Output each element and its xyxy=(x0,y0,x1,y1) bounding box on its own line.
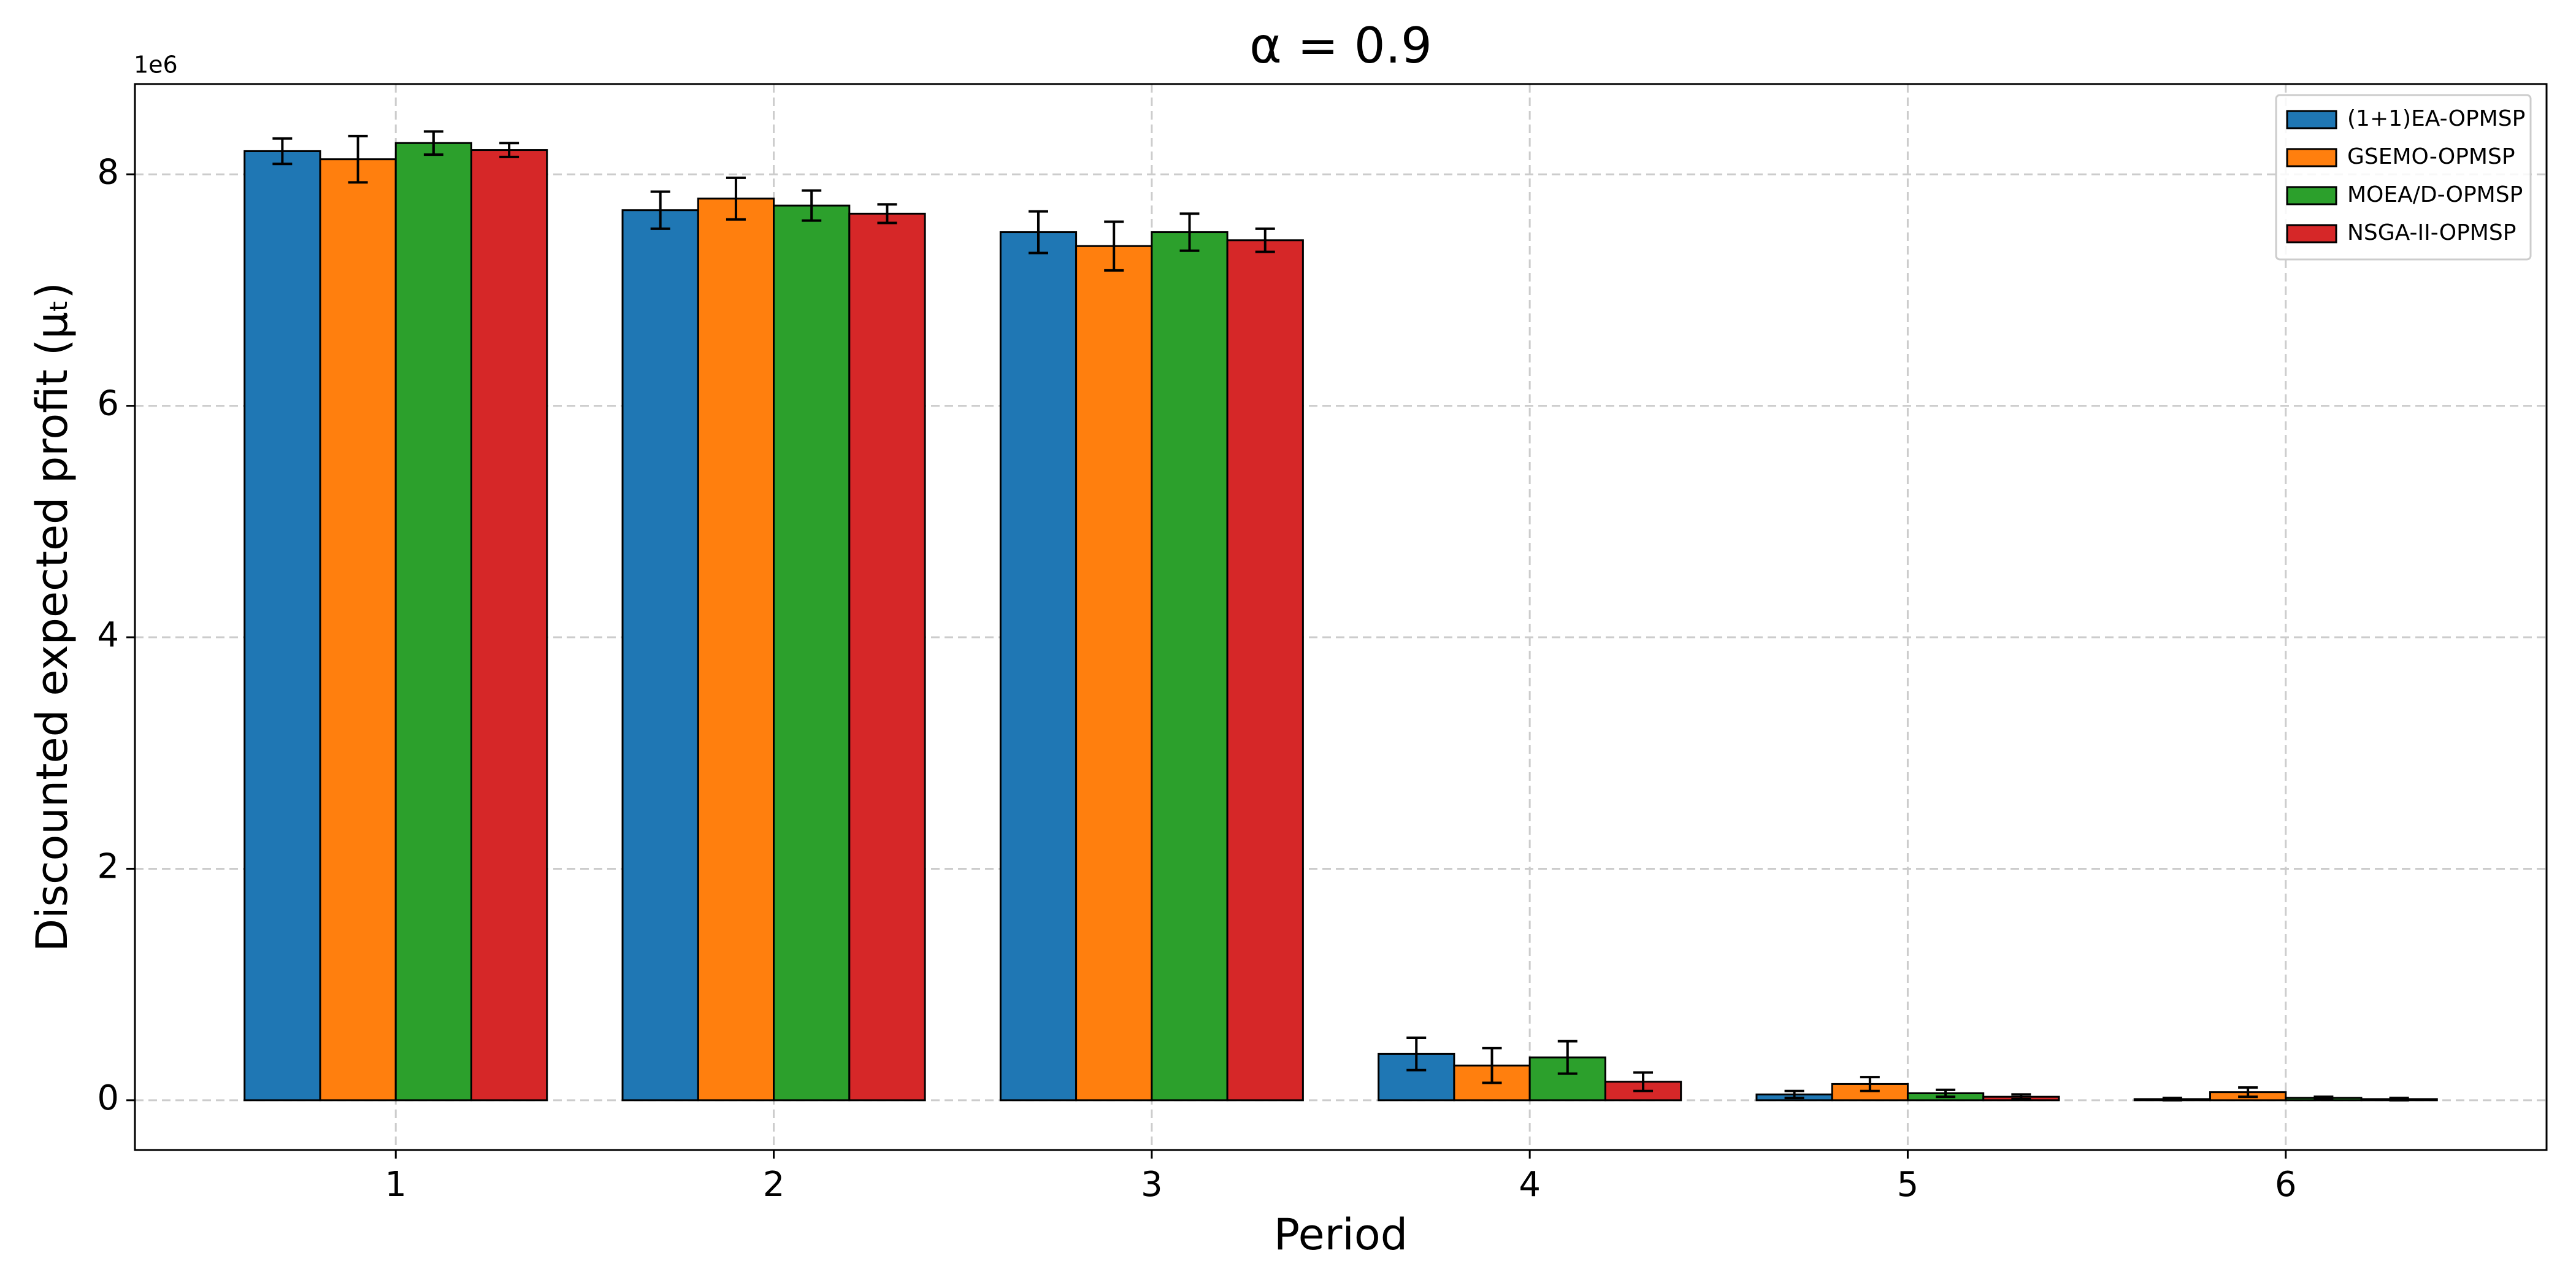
error-bar xyxy=(2389,1097,2409,1102)
error-bar xyxy=(726,176,746,221)
error-bar xyxy=(1860,1076,1880,1092)
error-bar xyxy=(2238,1086,2258,1098)
x-axis-label: Period xyxy=(1274,1209,1408,1260)
bar xyxy=(394,142,473,1102)
x-tick-label: 1 xyxy=(385,1165,407,1205)
legend-box xyxy=(2275,94,2532,261)
bar xyxy=(470,149,548,1102)
bar xyxy=(697,197,775,1102)
bar xyxy=(848,212,926,1102)
legend-swatch xyxy=(2286,148,2337,167)
error-bar xyxy=(1028,210,1048,255)
error-bar xyxy=(1179,212,1200,252)
x-tick-label: 4 xyxy=(1519,1165,1541,1205)
legend-label: GSEMO-OPMSP xyxy=(2347,144,2515,169)
error-bar xyxy=(499,142,519,158)
bar xyxy=(243,150,321,1102)
error-bar xyxy=(1255,227,1275,253)
x-tick-label: 3 xyxy=(1141,1165,1163,1205)
legend-label: MOEA/D-OPMSP xyxy=(2347,182,2523,207)
error-bar xyxy=(348,134,368,184)
legend-swatch xyxy=(2286,224,2337,243)
y-tick-label: 6 xyxy=(97,384,119,424)
error-bar xyxy=(2162,1097,2182,1102)
error-bar xyxy=(1104,220,1124,272)
y-tick-label: 8 xyxy=(97,152,119,192)
error-bar xyxy=(802,189,822,222)
error-bar xyxy=(1557,1040,1577,1075)
legend-label: (1+1)EA-OPMSP xyxy=(2347,106,2525,131)
bar xyxy=(773,204,851,1102)
error-bar xyxy=(2313,1095,2334,1100)
chart-title: α = 0.9 xyxy=(1249,17,1432,74)
error-bar xyxy=(1784,1089,1804,1100)
x-tick-label: 6 xyxy=(2275,1165,2297,1205)
bar xyxy=(1226,239,1304,1102)
y-axis-label: Discounted expected profit (μₜ) xyxy=(27,282,77,952)
y-tick-label: 0 xyxy=(97,1078,119,1118)
x-tick-label: 5 xyxy=(1897,1165,1919,1205)
error-bar xyxy=(1406,1036,1427,1071)
legend-swatch xyxy=(2286,110,2337,129)
error-bar xyxy=(877,203,897,224)
bar xyxy=(1075,245,1153,1102)
y-tick-label: 2 xyxy=(97,847,119,887)
bar xyxy=(999,231,1078,1102)
legend-swatch xyxy=(2286,186,2337,205)
error-bar xyxy=(1482,1046,1502,1084)
plot-frame xyxy=(134,83,2548,1151)
error-bar xyxy=(2011,1093,2031,1100)
bar xyxy=(319,158,397,1102)
error-bar xyxy=(1936,1088,1956,1098)
error-bar xyxy=(423,130,443,156)
error-bar xyxy=(1633,1071,1654,1092)
bar xyxy=(1151,231,1229,1102)
y-tick-label: 4 xyxy=(97,615,119,655)
error-bar xyxy=(272,137,293,166)
x-tick-label: 2 xyxy=(763,1165,785,1205)
bar xyxy=(621,209,699,1102)
error-bar xyxy=(650,190,670,230)
y-offset-label: 1e6 xyxy=(134,52,178,79)
legend-label: NSGA-II-OPMSP xyxy=(2347,220,2516,245)
legend: (1+1)EA-OPMSP GSEMO-OPMSP MOEA/D-OPMSP NSGA… xyxy=(2275,94,2532,261)
